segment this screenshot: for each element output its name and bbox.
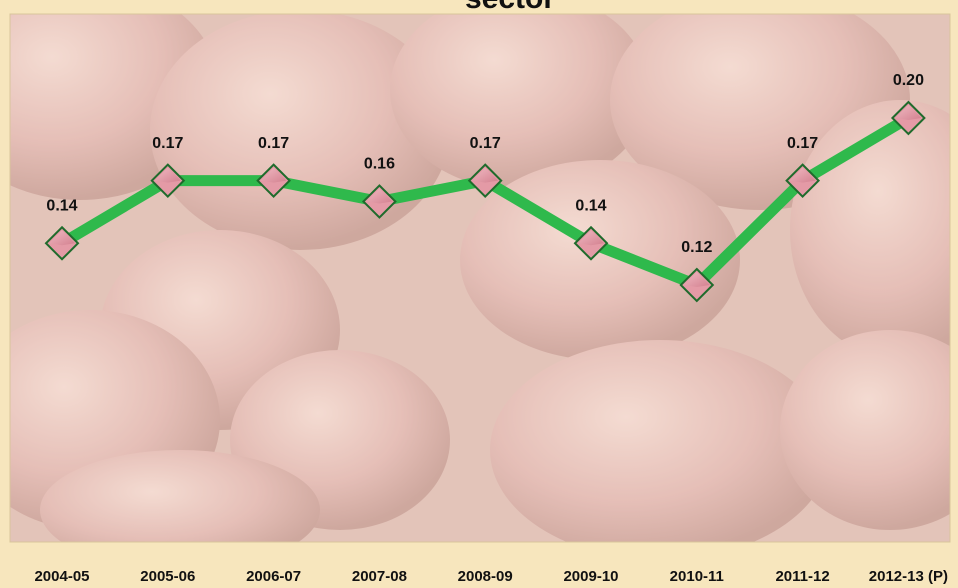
x-tick-label: 2009-10 — [563, 568, 618, 585]
x-tick-label: 2006-07 — [246, 568, 301, 585]
x-tick-label: 2007-08 — [352, 568, 407, 585]
x-tick-label: 2012-13 (P) — [869, 568, 948, 585]
x-tick-label: 2004-05 — [34, 568, 89, 585]
data-label: 0.16 — [364, 156, 395, 173]
data-label: 0.17 — [258, 135, 289, 152]
data-label: 0.14 — [575, 197, 606, 214]
x-tick-label: 2005-06 — [140, 568, 195, 585]
data-label: 0.12 — [681, 239, 712, 256]
data-label: 0.17 — [470, 135, 501, 152]
data-label: 0.20 — [893, 72, 924, 89]
x-tick-label: 2011-12 — [775, 568, 829, 585]
data-label: 0.14 — [46, 197, 77, 214]
chart-title: sector — [465, 0, 555, 15]
data-label: 0.17 — [787, 135, 818, 152]
data-label: 0.17 — [152, 135, 183, 152]
x-tick-label: 2010-11 — [670, 568, 724, 585]
plot-background — [0, 0, 958, 570]
chart: sector 2004-05 2005-06 2006-07 2007-08 2008-… — [0, 0, 958, 588]
x-tick-label: 2008-09 — [458, 568, 513, 585]
